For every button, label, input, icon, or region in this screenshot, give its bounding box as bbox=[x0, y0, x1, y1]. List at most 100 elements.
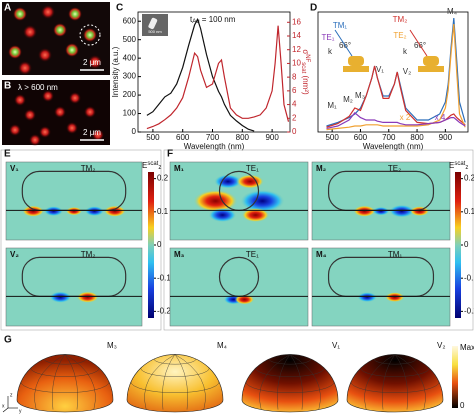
particle bbox=[54, 106, 66, 118]
mode-label: V₁ bbox=[10, 164, 19, 173]
mode-label: M₄ bbox=[316, 250, 327, 259]
mode-type: TM₂ bbox=[81, 250, 96, 259]
latitude bbox=[255, 368, 325, 377]
colorbar bbox=[148, 172, 154, 318]
meridian bbox=[364, 354, 396, 410]
meridian bbox=[394, 354, 408, 410]
colorbar-tick-label: 0.2 bbox=[464, 174, 474, 183]
particle bbox=[13, 7, 27, 21]
colorbar-title: Escatz bbox=[142, 161, 161, 171]
latitude bbox=[20, 381, 110, 393]
hemisphere bbox=[126, 354, 224, 413]
mode-label: M₁ bbox=[174, 164, 185, 173]
meridian bbox=[34, 354, 66, 410]
y-tick-label: 0 bbox=[132, 127, 137, 136]
annotation-part: Au bbox=[192, 19, 199, 25]
panel-label: F bbox=[167, 149, 173, 160]
y2-tick-label: 2 bbox=[292, 113, 297, 122]
particle bbox=[14, 94, 26, 106]
axis-arrow bbox=[2, 407, 9, 413]
annotation: V₁ bbox=[376, 65, 384, 74]
substrate bbox=[343, 66, 369, 72]
mode-label: M₃ bbox=[174, 250, 185, 259]
mode-type: TM₁ bbox=[388, 250, 403, 259]
plot-frame bbox=[137, 11, 291, 133]
colorbar-tick-label: 0.1 bbox=[157, 207, 169, 216]
y-tick-label: 100 bbox=[123, 109, 137, 118]
particle bbox=[88, 55, 102, 69]
latitude bbox=[140, 368, 210, 377]
colorbar-title-part: scat bbox=[147, 161, 158, 167]
colorbar-title-part: E bbox=[142, 161, 147, 170]
mode-type: TE₁ bbox=[246, 164, 259, 173]
x-tick-label: 700 bbox=[382, 133, 396, 142]
meridian bbox=[64, 354, 78, 410]
y2-axis-label-part: (nm²) bbox=[301, 73, 310, 95]
field-lobe bbox=[241, 208, 270, 223]
panel-label: A bbox=[4, 3, 11, 14]
colorbar-tick-label: -0.1 bbox=[464, 273, 474, 282]
panel-label: E bbox=[4, 149, 11, 160]
particle bbox=[9, 124, 21, 136]
mode-label: M₄ bbox=[217, 341, 227, 350]
axis-label: x bbox=[2, 403, 5, 409]
colorbar-tick-label: -0.2 bbox=[464, 306, 474, 315]
y-tick-label: 600 bbox=[123, 16, 137, 25]
latitude bbox=[30, 368, 100, 377]
field-lobe bbox=[236, 174, 264, 189]
x-axis-label: Wavelength (nm) bbox=[184, 142, 245, 151]
colorbar-title-part: scat bbox=[454, 161, 465, 167]
annotation: x 4 bbox=[435, 113, 446, 122]
colorbar-tick-label: 0.2 bbox=[157, 174, 169, 183]
particle bbox=[24, 109, 36, 121]
y2-axis-label-part: scat bbox=[300, 62, 306, 73]
meridian bbox=[144, 354, 176, 410]
panel-frame bbox=[0, 149, 162, 331]
hemisphere bbox=[241, 354, 339, 413]
mode-label: M₂ bbox=[316, 164, 327, 173]
y2-tick-label: 10 bbox=[292, 59, 301, 68]
scale-label: 2 μm bbox=[83, 128, 101, 137]
y2-tick-label: 12 bbox=[292, 45, 301, 54]
x-tick-label: 600 bbox=[176, 133, 190, 142]
field-lobe bbox=[372, 206, 390, 216]
y-tick-label: 200 bbox=[123, 90, 137, 99]
field-map bbox=[311, 161, 451, 241]
y2-tick-label: 6 bbox=[292, 86, 297, 95]
curve bbox=[326, 65, 466, 128]
particle bbox=[38, 48, 52, 62]
hemisphere bbox=[346, 354, 444, 413]
axis-label: z bbox=[10, 392, 13, 398]
particle bbox=[39, 126, 51, 138]
particle bbox=[8, 45, 22, 59]
y2-tick-label: 16 bbox=[292, 17, 301, 26]
particle bbox=[69, 92, 81, 104]
y2-axis-label-part: NF bbox=[304, 54, 310, 62]
field-lobe bbox=[22, 205, 45, 217]
annotation: x 2 bbox=[400, 113, 411, 122]
x-tick-label: 900 bbox=[265, 133, 279, 142]
field-lobe bbox=[76, 291, 99, 303]
field-map bbox=[311, 247, 451, 327]
meridian bbox=[259, 354, 291, 410]
latitude bbox=[373, 358, 417, 365]
particle bbox=[83, 28, 97, 42]
annotation: TE₁ bbox=[322, 33, 335, 42]
x-tick-label: 500 bbox=[325, 133, 339, 142]
y2-tick-label: 4 bbox=[292, 100, 297, 109]
field-lobe bbox=[389, 204, 415, 218]
plot-frame bbox=[317, 11, 469, 133]
y2-tick-label: 0 bbox=[292, 127, 297, 136]
mode-type: TE₁ bbox=[246, 250, 259, 259]
latitude bbox=[360, 368, 430, 377]
annotation: M₁ bbox=[327, 101, 337, 110]
meridian bbox=[64, 354, 96, 410]
panel-label: G bbox=[4, 335, 12, 346]
mode-label: V₁ bbox=[332, 341, 340, 350]
colorbar-title-part: z bbox=[158, 165, 161, 171]
meridian bbox=[52, 354, 66, 410]
curve bbox=[326, 23, 466, 131]
particle bbox=[23, 25, 37, 39]
latitude bbox=[43, 358, 87, 365]
